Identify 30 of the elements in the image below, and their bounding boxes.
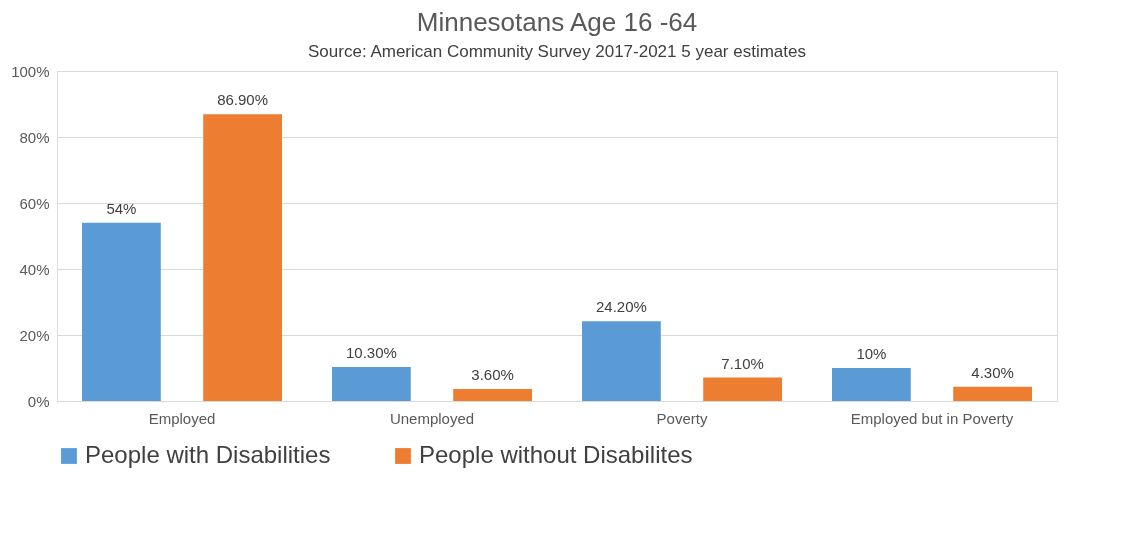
legend-label: People without Disabilites [419, 441, 693, 468]
bar [832, 368, 911, 401]
chart-title: Minnesotans Age 16 -64 [416, 7, 698, 37]
y-tick-label: 80% [19, 128, 50, 146]
bar [332, 367, 411, 401]
data-label: 86.90% [217, 91, 269, 109]
source-note: Source: American Community Survey 2017-2021 5 year estimates [308, 42, 806, 61]
y-tick-label: 40% [19, 260, 50, 278]
x-tick-label: Poverty [656, 409, 708, 427]
data-label: 7.10% [721, 354, 764, 372]
bar [453, 389, 532, 401]
bar [203, 114, 282, 401]
y-tick-label: 100% [11, 62, 50, 80]
x-tick-label: Unemployed [389, 409, 475, 427]
legend-label: People with Disabilities [85, 441, 331, 468]
data-label: 10.30% [345, 344, 397, 362]
y-tick-label: 0% [27, 392, 50, 410]
data-label: 4.30% [971, 363, 1014, 381]
data-label: 10% [856, 345, 887, 362]
data-label: 24.20% [595, 298, 647, 316]
y-tick-label: 60% [19, 194, 50, 212]
x-tick-label: Employed but in Poverty [850, 409, 1014, 427]
x-tick-label: Employed [148, 409, 216, 427]
bar [582, 321, 661, 401]
data-label: 54% [106, 199, 137, 217]
data-label: 3.60% [471, 366, 514, 384]
bar [82, 222, 161, 401]
bar [703, 377, 782, 401]
bar [953, 386, 1032, 401]
y-tick-label: 20% [19, 326, 50, 344]
